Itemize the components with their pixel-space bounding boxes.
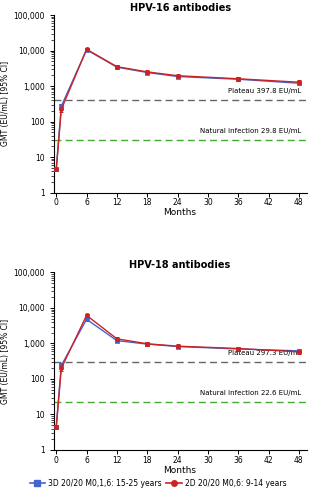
Title: HPV-16 antibodies: HPV-16 antibodies [130, 3, 231, 13]
Title: HPV-18 antibodies: HPV-18 antibodies [130, 260, 231, 270]
X-axis label: Months: Months [164, 466, 197, 475]
Y-axis label: GMT (EU/mL) [95% CI]: GMT (EU/mL) [95% CI] [1, 318, 10, 404]
Text: Natural infection 29.8 EU/mL: Natural infection 29.8 EU/mL [200, 128, 301, 134]
Text: Plateau 297.3 EU/mL: Plateau 297.3 EU/mL [228, 350, 301, 356]
X-axis label: Months: Months [164, 208, 197, 218]
Text: Plateau 397.8 EU/mL: Plateau 397.8 EU/mL [228, 88, 301, 94]
Legend: 3D 20/20 M0,1,6: 15-25 years, 2D 20/20 M0,6: 9-14 years: 3D 20/20 M0,1,6: 15-25 years, 2D 20/20 M… [27, 476, 289, 491]
Text: Natural infection 22.6 EU/mL: Natural infection 22.6 EU/mL [200, 390, 301, 396]
Y-axis label: GMT (EU/mL) [95% CI]: GMT (EU/mL) [95% CI] [1, 61, 10, 146]
